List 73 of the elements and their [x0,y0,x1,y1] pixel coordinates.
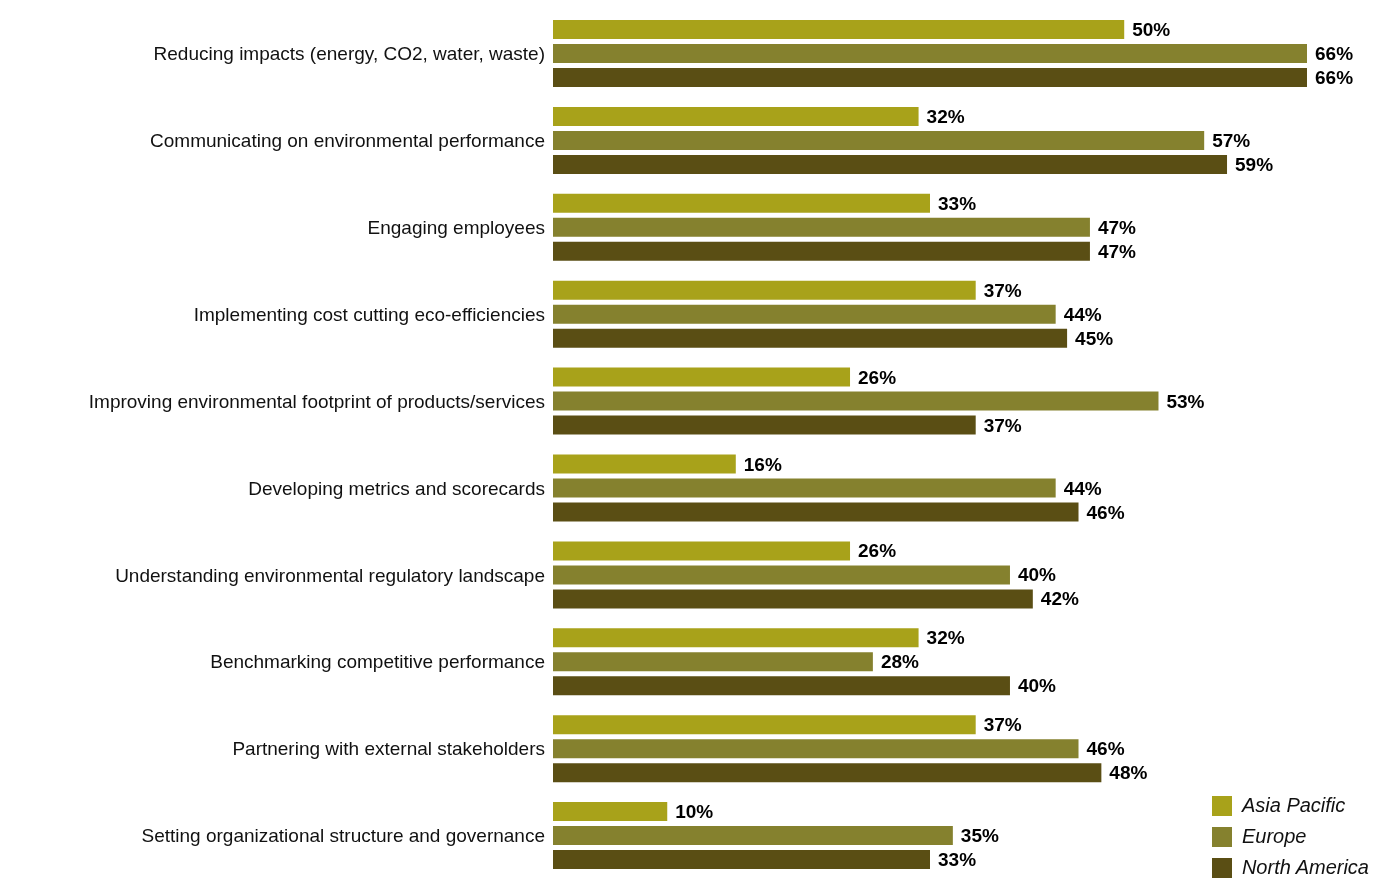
bar [553,826,953,846]
data-label: 28% [880,651,920,673]
bar [553,44,1307,63]
bar [553,20,1125,39]
bar [553,415,976,435]
y-tick-label: Understanding environmental regulatory landscape [115,564,545,586]
data-label: 46% [1086,738,1125,760]
data-label: 10% [675,801,714,823]
bar [553,106,919,126]
y-tick-label: Reducing impacts (energy, CO2, water, waste) [153,43,545,65]
bar [553,478,1056,498]
data-label: 33% [938,192,977,214]
bar [553,68,1307,87]
bar [553,541,851,561]
data-label: 32% [926,105,965,127]
data-label: 48% [1109,762,1148,784]
data-label: 33% [938,849,977,871]
y-tick-label: Engaging employees [367,216,545,238]
data-label: 40% [1017,564,1057,586]
legend-label: Asia Pacific [1241,794,1346,817]
data-label: 66% [1315,43,1354,64]
data-label: 45% [1075,327,1114,349]
bar [553,565,1010,585]
bar [553,652,873,672]
y-tick-label: Improving environmental footprint of products/services [88,390,545,412]
data-label: 50% [1132,19,1171,40]
data-label: 37% [983,279,1022,301]
y-tick-label: Implementing cost cutting eco-efficiencies [193,303,545,325]
data-label: 42% [1040,588,1079,610]
bar [553,589,1033,609]
y-tick-label: Developing metrics and scorecards [248,477,545,499]
data-label: 40% [1017,675,1057,697]
bar [553,454,736,474]
bar [553,676,1010,696]
legend-label: Europe [1241,825,1307,848]
legend-label: North America [1241,856,1369,879]
data-label: 37% [983,714,1022,736]
bar [553,763,1102,783]
data-label: 44% [1063,477,1102,499]
data-label: 44% [1063,303,1102,325]
bar [553,280,976,300]
data-label: 26% [858,540,897,562]
data-label: 32% [926,627,965,649]
data-label: 66% [1315,67,1354,88]
bar [553,850,930,870]
data-label: 16% [743,453,782,475]
bar [553,328,1068,348]
bar [553,739,1079,759]
data-label: 37% [983,414,1022,436]
bar [553,130,1205,150]
bar [553,193,930,213]
bar [553,502,1079,522]
data-label: 35% [960,825,999,847]
data-label: 46% [1086,501,1125,523]
y-tick-label: Partnering with external stakeholders [232,738,545,760]
bar [553,154,1228,174]
bar [553,802,668,822]
bar [553,217,1090,237]
y-tick-label: Setting organizational structure and governance [141,825,545,847]
data-label: 47% [1097,216,1137,238]
data-label: 57% [1212,129,1251,151]
data-label: 47% [1097,240,1137,262]
data-label: 53% [1166,390,1205,412]
bar [553,241,1090,261]
y-tick-label: Benchmarking competitive performance [210,651,545,673]
bar [553,367,851,387]
y-tick-label: Communicating on environmental performance [150,130,545,152]
data-label: 59% [1235,153,1274,175]
data-label: 26% [858,366,897,388]
bar [553,628,919,648]
bar [553,391,1159,411]
bar [553,715,976,735]
bar [553,304,1056,324]
